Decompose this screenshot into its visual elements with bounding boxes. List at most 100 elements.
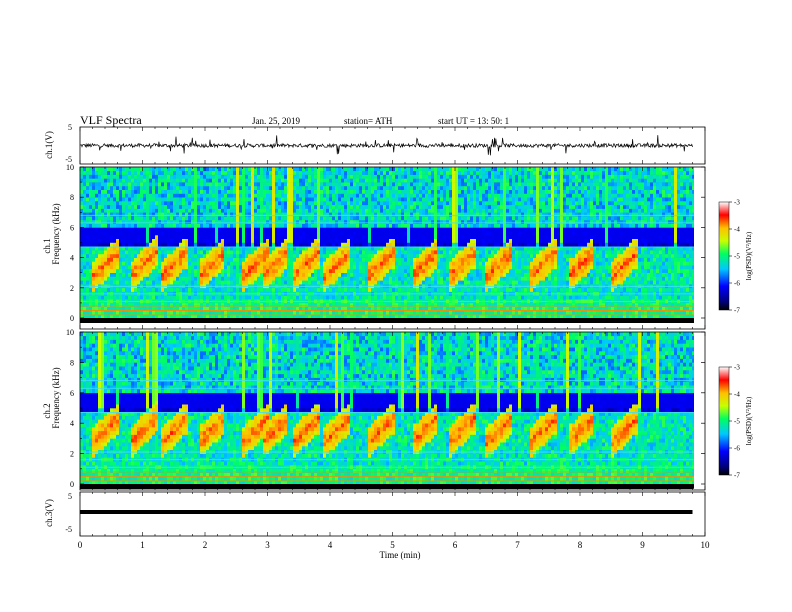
spectrogram-cell: [98, 197, 102, 202]
spectrogram-cell: [170, 231, 174, 236]
spectrogram-cell: [293, 310, 297, 315]
spectrogram-cell: [287, 212, 291, 217]
spectrogram-cell: [398, 276, 402, 281]
spectrogram-cell: [245, 238, 249, 243]
spectrogram-cell: [428, 174, 432, 179]
spectrogram-cell: [422, 227, 426, 232]
spectrogram-cell: [194, 212, 198, 217]
spectrogram-cell: [113, 178, 117, 183]
spectrogram-cell: [251, 242, 255, 247]
spectrogram-cell: [362, 219, 366, 224]
spectrogram-cell: [368, 242, 372, 247]
spectrogram-cell: [419, 250, 423, 255]
spectrogram-cell: [248, 257, 252, 262]
spectrogram-cell: [395, 280, 399, 285]
spectrogram-cell: [227, 174, 231, 179]
spectrogram-cell: [305, 197, 309, 202]
spectrogram-cell: [173, 182, 177, 187]
spectrogram-cell: [149, 265, 153, 270]
spectrogram-cell: [344, 257, 348, 262]
spectrogram-cell: [167, 174, 171, 179]
spectrogram-cell: [218, 238, 222, 243]
spectrogram-cell: [350, 242, 354, 247]
spectrogram-cell: [221, 174, 225, 179]
spectrogram-cell: [116, 276, 120, 281]
spectrogram-cell: [236, 174, 240, 179]
spectrogram-cell: [248, 167, 252, 172]
spectrogram-cell: [224, 280, 228, 285]
spectrogram-cell: [359, 182, 363, 187]
spectrogram-cell: [404, 227, 408, 232]
spectrogram-cell: [128, 170, 132, 175]
spectrogram-cell: [383, 246, 387, 251]
spectrogram-cell: [419, 268, 423, 273]
spectrogram-cell: [218, 212, 222, 217]
spectrogram-cell: [245, 219, 249, 224]
spectrogram-cell: [101, 287, 105, 292]
spectrogram-cell: [404, 287, 408, 292]
spectrogram-cell: [191, 306, 195, 311]
spectrogram-cell: [329, 212, 333, 217]
spectrogram-cell: [131, 265, 135, 270]
spectrogram-cell: [356, 302, 360, 307]
spectrogram-cell: [209, 314, 213, 319]
spectrogram-cell: [284, 189, 288, 194]
spectrogram-cell: [194, 216, 198, 221]
spectrogram-cell: [332, 242, 336, 247]
spectrogram-cell: [125, 287, 129, 292]
spectrogram-cell: [137, 268, 141, 273]
spectrogram-cell: [302, 174, 306, 179]
spectrogram-cell: [299, 227, 303, 232]
spectrogram-cell: [95, 212, 99, 217]
spectrogram-cell: [431, 295, 435, 300]
spectrogram-cell: [281, 234, 285, 239]
spectrogram-cell: [290, 306, 294, 311]
spectrogram-cell: [314, 302, 318, 307]
spectrogram-cell: [254, 280, 258, 285]
spectrogram-cell: [413, 193, 417, 198]
spectrogram-cell: [158, 314, 162, 319]
spectrogram-cell: [194, 306, 198, 311]
spectrogram-cell: [317, 178, 321, 183]
spectrogram-cell: [422, 314, 426, 319]
spectrogram-cell: [302, 197, 306, 202]
spectrogram-cell: [338, 261, 342, 266]
spectrogram-cell: [353, 314, 357, 319]
spectrogram-cell: [320, 182, 324, 187]
spectrogram-cell: [341, 193, 345, 198]
spectrogram-cell: [323, 178, 327, 183]
spectrogram-cell: [197, 276, 201, 281]
spectrogram-cell: [323, 306, 327, 311]
spectrogram-cell: [401, 174, 405, 179]
spectrogram-cell: [200, 204, 204, 209]
spectrogram-cell: [83, 212, 87, 217]
spectrogram-cell: [143, 261, 147, 266]
spectrogram-cell: [212, 216, 216, 221]
spectrogram-cell: [377, 280, 381, 285]
spectrogram-cell: [278, 276, 282, 281]
spectrogram-cell: [395, 238, 399, 243]
spectrogram-cell: [245, 185, 249, 190]
spectrogram-cell: [128, 250, 132, 255]
spectrogram-cell: [155, 268, 159, 273]
spectrogram-cell: [212, 227, 216, 232]
spectrogram-cell: [299, 204, 303, 209]
spectrogram-cell: [368, 204, 372, 209]
spectrogram-cell: [425, 231, 429, 236]
spectrogram-cell: [374, 280, 378, 285]
spectrogram-cell: [425, 306, 429, 311]
spectrogram-cell: [410, 268, 414, 273]
spectrogram-cell: [311, 204, 315, 209]
spectrogram-cell: [134, 178, 138, 183]
spectrogram-cell: [338, 280, 342, 285]
spectrogram-cell: [95, 280, 99, 285]
spectrogram-cell: [296, 287, 300, 292]
spectrogram-cell: [140, 189, 144, 194]
spectrogram-cell: [146, 272, 150, 277]
spectrogram-cell: [341, 219, 345, 224]
spectrogram-cell: [299, 197, 303, 202]
spectrogram-cell: [119, 178, 123, 183]
spectrogram-cell: [206, 170, 210, 175]
spectrogram-cell: [416, 310, 420, 315]
spectrogram-cell: [170, 238, 174, 243]
